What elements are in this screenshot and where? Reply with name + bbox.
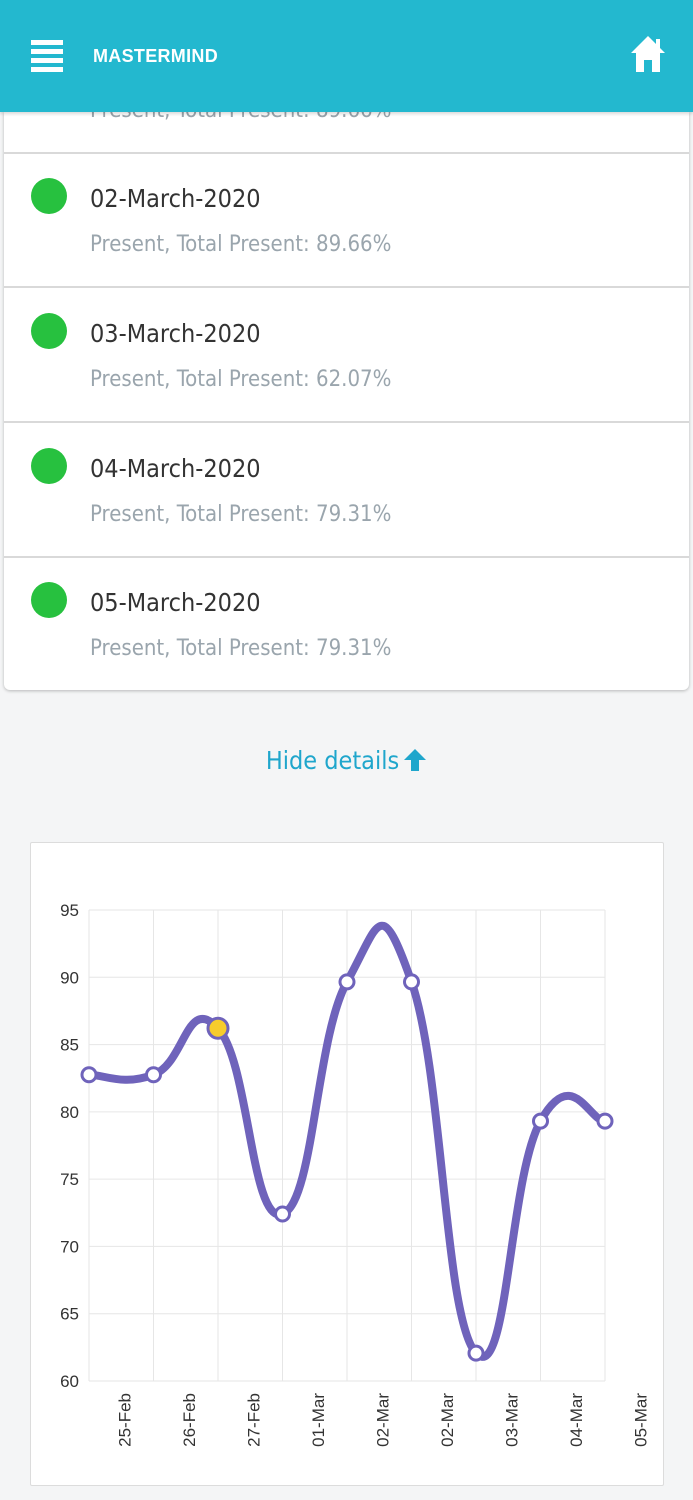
list-item: 05-March-2020 Present, Total Present: 79… bbox=[4, 556, 689, 690]
attendance-status: Present, Total Present: 79.31% bbox=[90, 502, 392, 527]
data-point[interactable] bbox=[145, 1066, 162, 1084]
list-item: 03-March-2020 Present, Total Present: 62… bbox=[4, 287, 689, 423]
y-tick-label: 65 bbox=[60, 1305, 79, 1324]
x-tick-label: 02-Mar bbox=[373, 1393, 392, 1447]
attendance-chart: 60 65 70 75 80 85 90 95 25-Feb 26-Feb 27-Feb 01-Mar… bbox=[30, 842, 664, 1486]
app-header: MASTERMIND bbox=[0, 0, 693, 112]
present-status-dot bbox=[31, 313, 67, 349]
y-tick-label: 70 bbox=[60, 1237, 79, 1256]
list-item: Present, Total Present: 89.66% bbox=[4, 112, 689, 154]
present-status-dot bbox=[31, 448, 67, 484]
y-tick-label: 60 bbox=[60, 1372, 79, 1391]
data-point[interactable] bbox=[80, 1066, 98, 1084]
y-tick-label: 85 bbox=[60, 1036, 79, 1055]
attendance-status: Present, Total Present: 79.31% bbox=[90, 636, 392, 661]
data-point[interactable] bbox=[467, 1344, 485, 1362]
data-point[interactable] bbox=[596, 1112, 614, 1130]
x-tick-label: 26-Feb bbox=[180, 1393, 199, 1447]
attendance-date: 04-March-2020 bbox=[90, 454, 261, 483]
x-tick-label: 03-Mar bbox=[502, 1393, 521, 1447]
y-tick-label: 95 bbox=[60, 901, 79, 920]
data-point[interactable] bbox=[274, 1205, 291, 1223]
attendance-status: Present, Total Present: 62.07% bbox=[90, 367, 392, 392]
attendance-date: 05-March-2020 bbox=[90, 588, 261, 617]
home-icon[interactable] bbox=[630, 34, 666, 74]
attendance-status: Present, Total Present: 89.66% bbox=[90, 232, 392, 257]
present-status-dot bbox=[31, 178, 67, 214]
x-tick-label: 02-Mar bbox=[438, 1393, 457, 1447]
list-item: 04-March-2020 Present, Total Present: 79… bbox=[4, 422, 689, 558]
attendance-line-chart: 60 65 70 75 80 85 90 95 25-Feb 26-Feb 27-Feb 01-Mar… bbox=[60, 901, 650, 1447]
x-tick-label: 04-Mar bbox=[567, 1393, 586, 1447]
x-tick-label: 25-Feb bbox=[115, 1393, 134, 1447]
present-status-dot bbox=[31, 582, 67, 618]
y-tick-label: 80 bbox=[60, 1103, 79, 1122]
hide-details-link[interactable]: Hide details bbox=[0, 746, 693, 775]
attendance-date: 03-March-2020 bbox=[90, 319, 261, 348]
attendance-list: Present, Total Present: 89.66% 02-March-… bbox=[4, 112, 689, 690]
y-tick-label: 75 bbox=[60, 1170, 79, 1189]
series-line bbox=[85, 921, 609, 1361]
attendance-date: 02-March-2020 bbox=[90, 184, 261, 213]
hamburger-menu-icon[interactable] bbox=[31, 40, 63, 72]
attendance-status: Present, Total Present: 89.66% bbox=[90, 112, 391, 123]
data-point[interactable] bbox=[532, 1112, 549, 1130]
data-point[interactable] bbox=[403, 973, 420, 991]
app-title: MASTERMIND bbox=[93, 46, 218, 66]
x-tick-label: 05-Mar bbox=[631, 1393, 650, 1447]
highlighted-data-point[interactable] bbox=[206, 1016, 230, 1040]
x-tick-label: 01-Mar bbox=[309, 1393, 328, 1447]
arrow-up-icon bbox=[404, 749, 427, 771]
list-item: 02-March-2020 Present, Total Present: 89… bbox=[4, 152, 689, 288]
y-tick-label: 90 bbox=[60, 968, 79, 987]
hide-details-label: Hide details bbox=[265, 746, 400, 775]
x-tick-label: 27-Feb bbox=[244, 1393, 263, 1447]
data-point[interactable] bbox=[338, 973, 356, 991]
